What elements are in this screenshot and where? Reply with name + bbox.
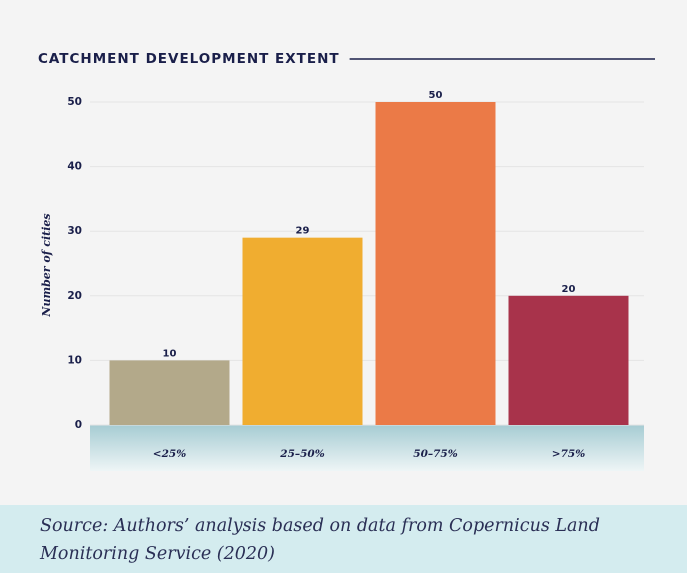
x-tick-label: 25–50% [279, 448, 324, 460]
y-tick-label: 30 [67, 225, 82, 237]
x-tick-label: >75% [552, 448, 585, 460]
y-tick-label: 50 [67, 96, 82, 108]
bar [508, 295, 629, 425]
y-axis-label: Number of cities [40, 213, 53, 317]
value-label: 20 [562, 284, 576, 295]
value-label: 29 [296, 226, 310, 237]
bar [109, 360, 230, 425]
x-axis-band [90, 425, 644, 471]
y-tick-label: 10 [67, 354, 82, 366]
bar [375, 102, 496, 425]
chart: CATCHMENT DEVELOPMENT EXTENT Number of c… [38, 51, 655, 471]
value-label: 50 [429, 90, 443, 101]
y-tick-label: 20 [67, 290, 82, 302]
value-label: 10 [163, 348, 177, 359]
x-tick-label: 50–75% [413, 448, 457, 460]
bar [242, 237, 363, 425]
chart-title: CATCHMENT DEVELOPMENT EXTENT [38, 51, 340, 67]
y-tick-label: 40 [67, 161, 82, 173]
y-tick-label: 0 [75, 419, 82, 431]
x-tick-label: <25% [153, 448, 186, 460]
source-note: Source: Authors’ analysis based on data … [0, 505, 687, 573]
